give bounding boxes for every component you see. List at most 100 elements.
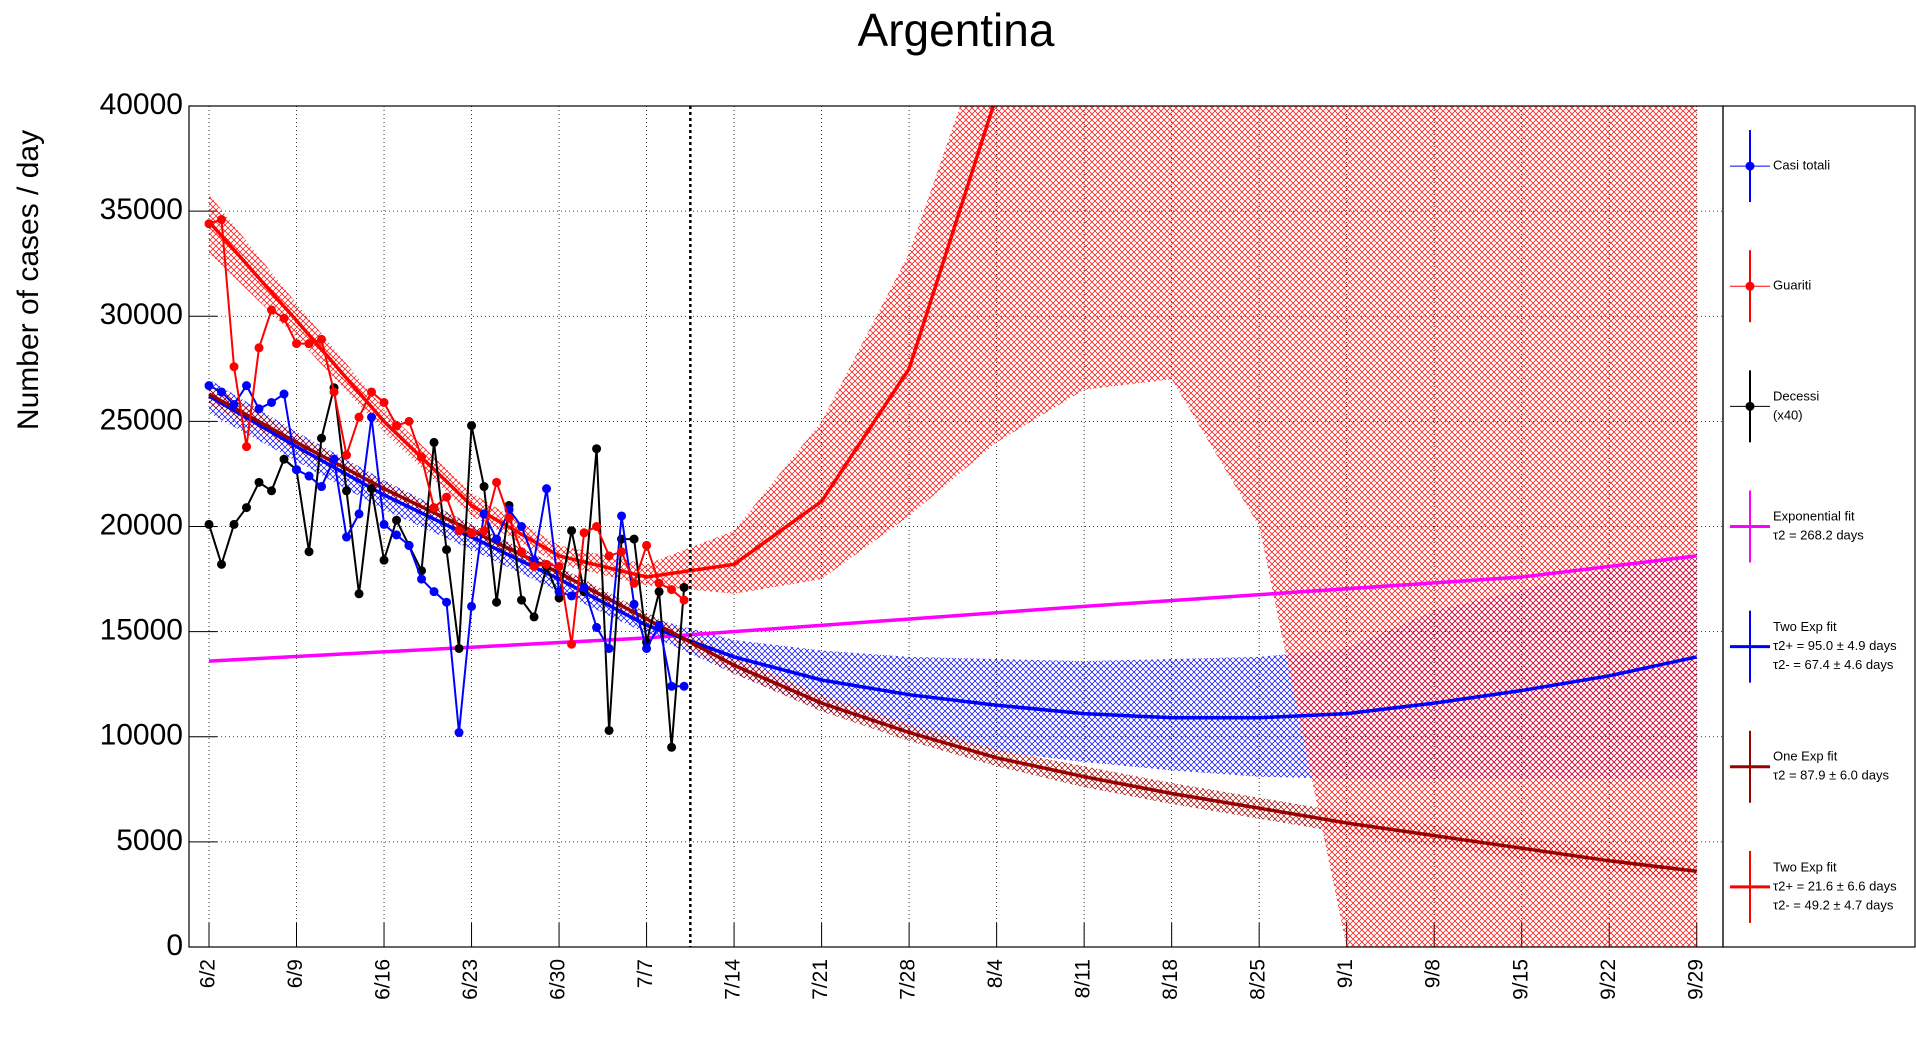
- data-point: [617, 547, 627, 557]
- legend-label: τ2- = 67.4 ± 4.6 days: [1773, 657, 1894, 672]
- y-tick-label: 20000: [100, 508, 183, 541]
- data-point: [467, 421, 477, 431]
- data-point: [554, 561, 564, 571]
- data-point: [629, 599, 639, 609]
- data-point: [254, 343, 264, 353]
- data-point: [392, 530, 402, 540]
- data-point: [429, 587, 439, 597]
- data-point: [517, 522, 527, 531]
- legend-marker: [1745, 281, 1755, 291]
- data-point: [242, 503, 252, 513]
- y-tick-label: 0: [166, 929, 183, 962]
- x-tick-label: 6/23: [459, 959, 482, 1000]
- data-point: [404, 540, 414, 550]
- legend-label: τ2 = 87.9 ± 6.0 days: [1773, 768, 1889, 783]
- x-tick-label: 9/22: [1597, 959, 1620, 1000]
- data-point: [492, 477, 502, 487]
- data-point: [304, 547, 314, 557]
- legend-label: Decessi: [1773, 388, 1819, 403]
- x-tick-label: 7/7: [634, 959, 657, 988]
- data-point: [267, 305, 277, 315]
- data-point: [454, 728, 464, 738]
- data-point: [642, 643, 652, 653]
- data-point: [454, 643, 464, 653]
- legend-label: τ2 = 268.2 days: [1773, 527, 1864, 542]
- plot-frame: [188, 105, 1724, 948]
- y-tick-label: 5000: [116, 824, 183, 857]
- x-tick-label: 8/25: [1247, 959, 1270, 1000]
- data-point: [579, 528, 589, 538]
- data-point: [592, 622, 602, 632]
- data-point: [554, 587, 564, 597]
- y-tick-label: 10000: [100, 719, 183, 752]
- data-point: [204, 381, 214, 391]
- data-point: [517, 595, 527, 605]
- data-point: [304, 471, 314, 481]
- data-point: [654, 587, 664, 597]
- data-point: [529, 561, 539, 571]
- data-point: [317, 433, 327, 443]
- data-point: [317, 482, 327, 492]
- data-point: [379, 519, 389, 529]
- y-tick-label: 25000: [100, 403, 183, 436]
- data-point: [567, 526, 577, 536]
- x-tick-label: 9/1: [1334, 959, 1357, 988]
- data-point: [292, 339, 302, 349]
- data-point: [242, 381, 252, 391]
- data-point: [354, 509, 364, 519]
- data-point: [479, 509, 489, 519]
- x-tick-label: 6/30: [547, 959, 570, 1000]
- data-point: [492, 597, 502, 607]
- legend-label: τ2- = 49.2 ± 4.7 days: [1773, 897, 1894, 912]
- y-tick-label: 35000: [100, 193, 183, 226]
- data-point: [492, 534, 502, 544]
- data-point: [367, 387, 377, 397]
- legend-label: τ2+ = 95.0 ± 4.9 days: [1773, 638, 1897, 653]
- data-point: [254, 404, 264, 414]
- data-point: [529, 612, 539, 622]
- y-tick-label: 15000: [100, 614, 183, 647]
- data-point: [604, 725, 614, 735]
- data-point: [504, 513, 514, 523]
- data-point: [667, 681, 677, 691]
- x-tick-label: 8/11: [1072, 959, 1095, 998]
- y-axis-title: Number of cases / day: [12, 130, 45, 430]
- data-point: [629, 534, 639, 544]
- legend-label: Casi totali: [1773, 158, 1830, 173]
- data-point: [217, 559, 227, 569]
- data-point: [267, 486, 277, 496]
- data-point: [304, 339, 314, 349]
- data-point: [479, 526, 489, 536]
- data-point: [229, 362, 239, 372]
- data-point: [329, 387, 339, 397]
- legend-marker: [1745, 161, 1755, 171]
- plot-area: [204, 106, 1698, 947]
- data-point: [242, 442, 252, 452]
- data-point: [292, 465, 302, 475]
- data-point: [542, 559, 552, 569]
- x-tick-label: 9/29: [1684, 959, 1707, 1000]
- data-point: [604, 551, 614, 561]
- data-point: [392, 421, 402, 431]
- data-point: [679, 582, 689, 592]
- legend-label: τ2+ = 21.6 ± 6.6 days: [1773, 878, 1897, 893]
- data-point: [217, 215, 227, 225]
- data-point: [379, 397, 389, 407]
- data-point: [667, 585, 677, 595]
- data-point: [267, 397, 277, 407]
- data-point: [542, 484, 552, 494]
- data-point: [254, 477, 264, 487]
- data-point: [454, 526, 464, 536]
- legend-label: Two Exp fit: [1773, 619, 1837, 634]
- x-tick-label: 9/8: [1422, 959, 1445, 988]
- data-point: [592, 522, 602, 531]
- legend-label: (x40): [1773, 407, 1803, 422]
- data-point: [629, 578, 639, 588]
- data-point: [217, 387, 227, 397]
- data-point: [204, 519, 214, 529]
- data-point: [679, 681, 689, 691]
- data-point: [442, 597, 452, 607]
- legend-label: Guariti: [1773, 278, 1811, 293]
- data-point: [279, 389, 289, 399]
